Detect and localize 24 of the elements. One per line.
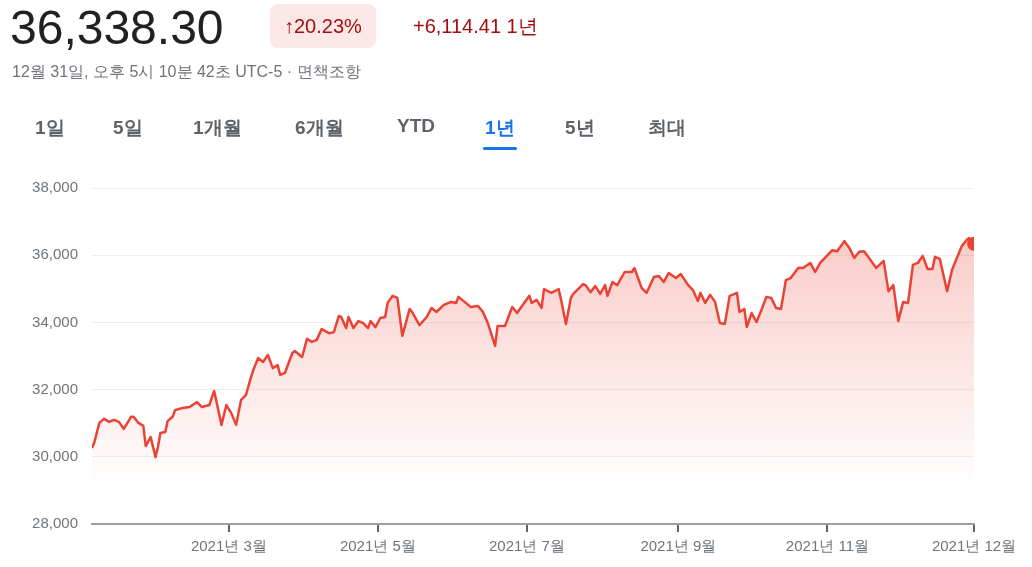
- x-tick-label: 2021년 3월: [190, 537, 267, 555]
- x-tick-label: 2021년 12월: [931, 537, 1017, 555]
- chart-subtitle: 12월 31일, 오후 5시 10분 42초 UTC-5 · 면책조항: [12, 62, 361, 82]
- y-tick-label: 28,000: [32, 514, 78, 532]
- chart-title: 36,338.30: [10, 1, 224, 54]
- text: 1년: [485, 115, 515, 141]
- y-tick-label: 30,000: [32, 446, 78, 464]
- x-tick-label: 2021년 7월: [488, 537, 565, 555]
- y-tick-label: 34,000: [32, 312, 78, 330]
- x-tick-label: 2021년 5월: [339, 537, 416, 555]
- text: 1개월: [193, 116, 242, 140]
- y-tick-label: 32,000: [32, 379, 78, 397]
- text: 1일: [35, 116, 65, 140]
- text: 5년: [565, 116, 595, 140]
- y-tick-label: 38,000: [32, 178, 78, 196]
- text: YTD: [397, 115, 435, 137]
- y-tick-label: 36,000: [32, 245, 78, 263]
- x-tick-label: 2021년 9월: [640, 537, 717, 555]
- text: 5일: [113, 116, 143, 140]
- text: ↑20.23%: [270, 4, 376, 48]
- text: +6,114.41 1년: [413, 14, 538, 39]
- text: 6개월: [295, 116, 344, 140]
- x-tick-label: 2021년 11월: [785, 537, 869, 555]
- text: 최대: [648, 116, 686, 140]
